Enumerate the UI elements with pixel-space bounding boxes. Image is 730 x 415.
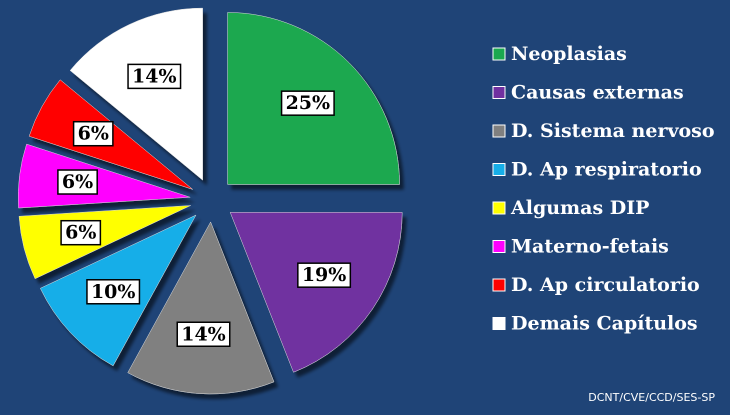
legend-label: Demais Capítulos xyxy=(511,313,698,335)
legend-label: Algumas DIP xyxy=(510,197,649,219)
pie-slice xyxy=(229,212,403,373)
data-label: 14% xyxy=(132,65,177,87)
legend-marker xyxy=(492,317,506,330)
data-label: 19% xyxy=(302,264,347,286)
data-label: 14% xyxy=(181,323,226,345)
data-label-box xyxy=(60,219,102,246)
data-label-box xyxy=(127,63,182,90)
data-label: 6% xyxy=(62,171,93,193)
data-label: 10% xyxy=(91,281,136,303)
data-label-box xyxy=(57,169,98,195)
data-label-box xyxy=(86,279,141,305)
legend-label: Causas externas xyxy=(511,82,684,104)
legend-marker xyxy=(492,278,506,292)
data-label-box xyxy=(280,90,335,116)
pie-slice xyxy=(127,221,275,395)
legend-marker xyxy=(492,163,506,176)
legend-label: Neoplasias xyxy=(511,43,627,65)
pie-slice xyxy=(69,7,203,181)
legend-label: D. Ap circulatorio xyxy=(511,274,700,296)
legend-marker xyxy=(492,86,506,99)
legend-marker xyxy=(492,201,506,215)
data-label: 25% xyxy=(286,92,331,114)
legend-marker xyxy=(492,47,506,61)
data-label-box xyxy=(176,321,231,348)
legend-label: D. Sistema nervoso xyxy=(511,120,715,142)
data-label: 6% xyxy=(65,222,96,244)
data-label-box xyxy=(72,120,114,147)
legend-marker xyxy=(492,124,506,138)
source: DCNT/CVE/CCD/SES-SP xyxy=(588,391,715,404)
legend-marker xyxy=(492,240,506,253)
legend-label: Materno-fetais xyxy=(511,236,669,258)
data-label: 6% xyxy=(78,123,109,145)
data-label-box xyxy=(297,262,352,288)
legend-label: D. Ap respiratorio xyxy=(511,159,702,181)
